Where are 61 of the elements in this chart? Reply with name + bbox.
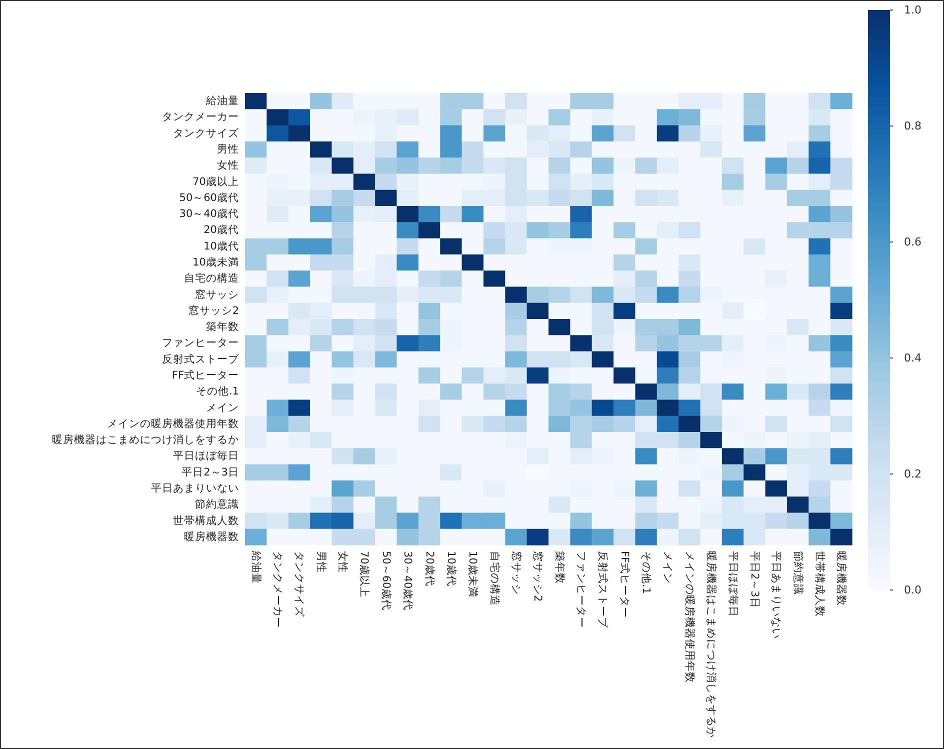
- x-tick-label: 暖房機器数: [835, 551, 848, 606]
- x-tick-label: 給油量: [250, 550, 263, 584]
- x-tick-label: メイン: [662, 551, 674, 584]
- y-tick-label: 窓サッシ2: [188, 304, 239, 317]
- x-tick-label: メインの暖房機器使用年数: [683, 551, 696, 683]
- y-tick-label: 30～40歳代: [179, 207, 239, 220]
- y-tick-label: 20歳代: [204, 223, 239, 236]
- x-tick-label: 10歳未満: [466, 551, 480, 598]
- y-tick-label: 70歳以上: [192, 174, 239, 188]
- y-tick-label: メイン: [206, 402, 239, 414]
- y-tick-label: 築年数: [206, 321, 239, 334]
- y-tick-label: FF式ヒーター: [172, 368, 239, 382]
- y-tick-label: タンクサイズ: [173, 127, 240, 140]
- y-tick-label: 自宅の構造: [184, 272, 239, 285]
- y-tick-label: 反射式ストーブ: [162, 352, 240, 366]
- x-tick-label: 70歳以上: [358, 551, 372, 598]
- color-bar-label: 0.2: [904, 468, 922, 480]
- x-tick-label: 反射式ストーブ: [596, 551, 610, 629]
- y-tick-label: 平日あまりいない: [151, 482, 239, 494]
- y-tick-label: 平日2～3日: [182, 466, 239, 478]
- x-tick-label: 男性: [314, 551, 327, 573]
- x-tick-label: 平日ほぼ毎日: [726, 551, 739, 617]
- color-bar-label: 1.0: [904, 4, 922, 16]
- color-bar-label: 0.6: [904, 236, 922, 248]
- x-tick-label: タンクサイズ: [293, 551, 306, 618]
- x-tick-label: 10歳代: [444, 551, 458, 586]
- x-tick-label: 暖房機器はこまめにつけ消しをするか: [705, 551, 718, 738]
- x-tick-label: 平日あまりいない: [770, 551, 782, 639]
- x-tick-label: 50～60歳代: [380, 551, 393, 611]
- y-tick-label: 10歳代: [204, 239, 239, 252]
- x-tick-label: その他.1: [640, 551, 652, 594]
- y-tick-label: 節約意識: [195, 498, 239, 511]
- y-tick-label: 給油量: [205, 94, 239, 108]
- y-tick-label: 暖房機器はこまめにつけ消しをするか: [52, 433, 239, 446]
- x-tick-label: 30～40歳代: [402, 551, 415, 611]
- x-tick-label: 窓サッシ: [510, 551, 523, 595]
- x-tick-label: 自宅の構造: [488, 551, 502, 606]
- y-tick-label: 窓サッシ: [195, 288, 239, 301]
- x-tick-label: ファンヒーター: [575, 551, 588, 628]
- y-tick-label: 50～60歳代: [179, 190, 239, 204]
- x-tick-label: 節約意識: [792, 551, 805, 595]
- y-tick-label: 男性: [217, 144, 239, 156]
- y-tick-label: メインの暖房機器使用年数: [107, 416, 239, 430]
- color-bar-label: 0.0: [904, 584, 922, 596]
- y-tick-label: ファンヒーター: [162, 337, 239, 350]
- color-bar-label: 0.4: [904, 352, 922, 364]
- x-tick-label: 世帯構成人数: [813, 551, 826, 617]
- y-tick-label: 平日ほぼ毎日: [173, 450, 239, 462]
- y-tick-label: 暖房機器数: [184, 530, 239, 543]
- y-tick-label: タンクメーカー: [162, 111, 239, 124]
- x-tick-label: FF式ヒーター: [618, 551, 632, 618]
- y-tick-label: その他.1: [196, 386, 239, 398]
- x-tick-label: 女性: [336, 551, 349, 573]
- color-bar-label: 0.8: [904, 120, 922, 132]
- y-tick-label: 女性: [217, 160, 239, 172]
- y-tick-label: 世帯構成人数: [173, 514, 239, 527]
- x-tick-label: 窓サッシ2: [532, 551, 545, 602]
- x-tick-label: 20歳代: [423, 551, 436, 586]
- x-tick-label: 築年数: [553, 551, 566, 584]
- y-tick-label: 10歳未満: [192, 256, 239, 268]
- x-tick-label: 平日2～3日: [748, 551, 760, 608]
